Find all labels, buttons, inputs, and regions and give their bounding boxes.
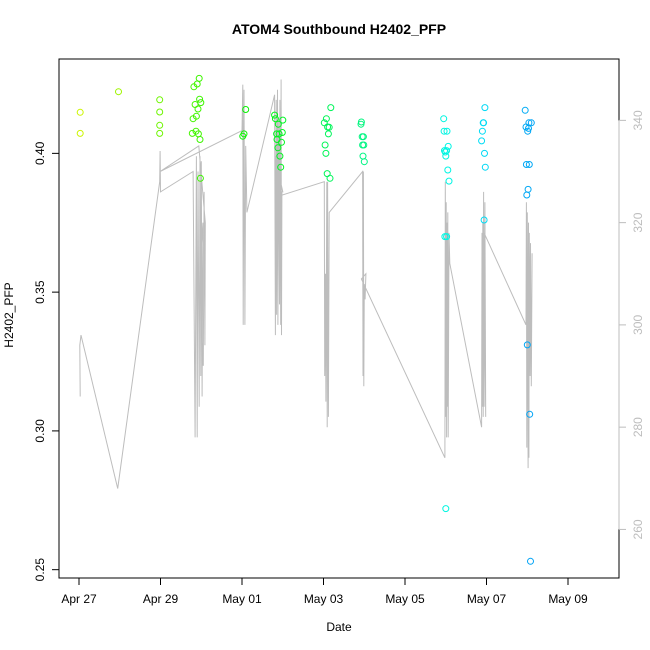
x-tick-label: May 03 [304, 592, 344, 606]
x-axis: Apr 27 Apr 29 May 01 May 03 May 05 May 07 May … [61, 577, 588, 606]
data-point [279, 116, 287, 124]
data-point [521, 106, 529, 114]
data-point [197, 99, 205, 107]
data-point [527, 557, 534, 565]
y-right-tick-label: 300 [631, 315, 645, 335]
data-point [320, 119, 328, 127]
chart-title: ATOM4 Southbound H2402_PFP [232, 21, 446, 37]
data-point [480, 119, 488, 127]
data-point [440, 115, 448, 123]
data-point [240, 130, 248, 138]
data-point [441, 148, 449, 156]
data-point [443, 233, 451, 241]
data-point [76, 108, 84, 116]
data-point [359, 133, 367, 141]
x-tick-label: Apr 27 [61, 592, 97, 606]
x-tick-label: May 07 [467, 592, 507, 606]
data-point [321, 141, 329, 149]
data-point [481, 149, 488, 157]
data-point [192, 112, 200, 120]
y-axis: 0.25 0.30 0.35 0.40 [33, 141, 60, 582]
data-point [156, 96, 164, 104]
data-point [242, 106, 250, 113]
data-point [156, 129, 164, 137]
data-point [276, 152, 284, 160]
y-tick-label: 0.25 [33, 558, 47, 582]
data-point [524, 127, 532, 135]
data-point [359, 152, 367, 160]
x-tick-label: Apr 29 [143, 592, 179, 606]
x-tick-label: May 01 [222, 592, 262, 606]
y-tick-label: 0.35 [33, 280, 47, 304]
y-right-tick-label: 320 [631, 212, 645, 232]
data-point [523, 341, 531, 349]
data-point [523, 191, 531, 199]
data-point [481, 104, 489, 112]
data-point [327, 104, 335, 112]
data-point [274, 120, 282, 128]
data-point [525, 119, 533, 127]
data-point [275, 130, 283, 138]
data-point [278, 129, 286, 136]
data-point [481, 163, 489, 171]
x-tick-label: May 09 [548, 592, 588, 606]
data-point [443, 147, 451, 155]
data-point [480, 216, 488, 224]
data-point [196, 95, 204, 103]
secondary-trace [79, 79, 533, 489]
data-point [360, 158, 368, 166]
x-axis-label: Date [326, 620, 352, 634]
y-right-tick-label: 280 [631, 417, 645, 437]
data-point [322, 149, 330, 157]
data-point [443, 127, 451, 135]
data-point [326, 174, 334, 182]
y-right-tick-label: 340 [631, 110, 645, 130]
data-point [444, 166, 452, 174]
data-point [156, 108, 164, 116]
y-axis-label: H2402_PFP [2, 282, 16, 347]
data-point [445, 177, 453, 185]
data-point [442, 505, 450, 513]
data-points [76, 74, 535, 565]
data-point [525, 161, 533, 168]
data-point [194, 105, 202, 113]
data-point [526, 410, 534, 418]
data-point [524, 185, 532, 193]
data-point [271, 111, 279, 119]
data-point [274, 144, 282, 152]
data-point [196, 136, 204, 143]
y-tick-label: 0.30 [33, 419, 47, 443]
data-point [115, 88, 122, 96]
data-point [478, 137, 486, 145]
y-axis-right: 260 280 300 320 340 [618, 110, 645, 539]
data-point [196, 174, 204, 182]
data-point [195, 74, 203, 82]
data-point [527, 119, 535, 127]
data-point [440, 127, 448, 135]
data-point [278, 138, 285, 146]
y-right-tick-label: 260 [631, 519, 645, 539]
data-point [324, 130, 332, 138]
data-point [322, 115, 330, 123]
data-point [478, 127, 486, 135]
data-point [522, 161, 530, 168]
data-point [444, 142, 452, 150]
plot-frame [58, 58, 620, 579]
secondary-trace-line [79, 79, 533, 489]
data-point [360, 141, 368, 149]
y-tick-label: 0.40 [33, 141, 47, 165]
data-point [357, 118, 365, 126]
data-point [271, 115, 279, 123]
data-point [277, 163, 285, 171]
data-point [156, 121, 164, 129]
data-point [325, 123, 333, 131]
x-tick-label: May 05 [385, 592, 425, 606]
data-point [76, 129, 84, 137]
